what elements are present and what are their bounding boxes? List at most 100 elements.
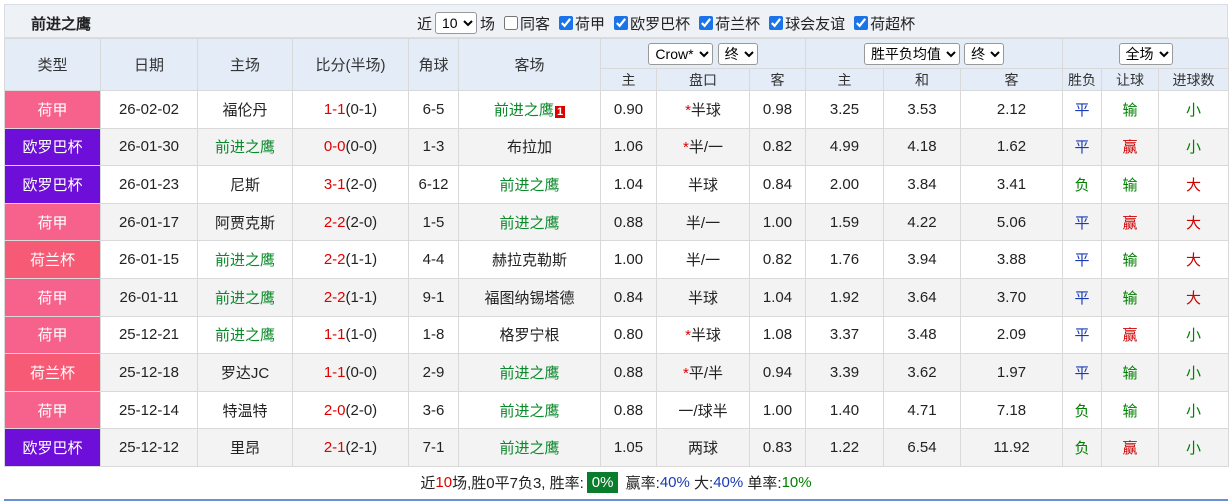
handicap-line: 平/半	[688, 364, 723, 382]
handicap-result: 输	[1101, 277, 1160, 317]
odds-away: 0.82	[748, 240, 807, 279]
competition: 荷兰杯	[4, 240, 101, 279]
date: 26-02-02	[100, 90, 198, 129]
scope-select[interactable]: 全场	[1118, 42, 1173, 65]
handicap-line: 两球	[687, 440, 718, 458]
subcolumn-header: 客	[960, 68, 1064, 91]
handicap: 两球	[656, 428, 750, 467]
competition: 荷甲	[4, 277, 101, 317]
count-select[interactable]: 10	[435, 12, 478, 34]
odds-home: 0.88	[600, 390, 657, 430]
filter-label: 荷甲	[575, 15, 606, 33]
odds-away: 0.83	[748, 428, 807, 467]
score: 2-1(2-1)	[292, 428, 409, 467]
filter-checkbox[interactable]	[769, 16, 784, 30]
match-row: 荷甲 26-02-02 福伦丹 1-1(0-1) 6-5 前进之鹰 1 0.90 *半球 0.98…	[4, 90, 1230, 129]
handicap: *平/半	[656, 353, 750, 392]
average-select[interactable]: 胜平负均值	[863, 42, 960, 65]
avg-draw: 3.48	[883, 315, 962, 355]
avg-win: 1.76	[805, 240, 885, 279]
goals-result: 大	[1158, 202, 1230, 242]
score: 3-1(2-0)	[292, 165, 409, 204]
half-score: (2-0)	[345, 401, 378, 419]
filter-option: 同客	[498, 13, 550, 34]
result: 负	[1062, 428, 1103, 467]
goals-result: 小	[1158, 390, 1230, 430]
team-name: 布拉加	[506, 139, 552, 157]
stage-select[interactable]: 终	[964, 42, 1005, 65]
avg-draw: 6.54	[883, 428, 962, 467]
odds-away: 1.08	[748, 315, 807, 355]
odds-away: 1.00	[748, 202, 807, 242]
handicap: *半球	[656, 315, 750, 355]
corners: 1-5	[408, 202, 459, 242]
filter-checkbox[interactable]	[614, 16, 629, 30]
odds-home: 0.88	[600, 353, 657, 392]
away-team: 前进之鹰 1	[458, 90, 601, 129]
filter-option: 荷甲	[553, 13, 605, 34]
avg-win: 1.92	[805, 277, 885, 317]
competition: 荷甲	[4, 90, 101, 129]
company-select[interactable]: Crow*	[648, 42, 714, 65]
filter-checkbox[interactable]	[699, 16, 714, 30]
match-row: 荷甲 25-12-21 前进之鹰 1-1(1-0) 1-8 格罗宁根 0.80 *半球 1.08…	[4, 315, 1230, 355]
avg-win: 1.59	[805, 202, 885, 242]
handicap-line: 半/一	[685, 214, 721, 232]
handicap-result: 输	[1101, 240, 1160, 279]
team-name: 前进之鹰	[499, 440, 560, 458]
goals-result: 小	[1158, 90, 1230, 129]
competition: 欧罗巴杯	[4, 127, 101, 167]
date: 25-12-12	[100, 428, 198, 467]
handicap-flag: *	[682, 139, 689, 157]
full-score: 3-1	[323, 175, 346, 193]
handicap: *半球	[656, 90, 750, 129]
half-score: (1-0)	[345, 326, 378, 344]
half-score: (0-0)	[345, 363, 378, 381]
date: 26-01-11	[100, 277, 198, 317]
competition: 欧罗巴杯	[4, 428, 101, 467]
half-score: (2-1)	[345, 439, 378, 457]
filter-checkbox[interactable]	[854, 16, 869, 30]
column-header: 类型	[4, 38, 101, 91]
odds-away: 1.04	[748, 277, 807, 317]
stage-select[interactable]: 终	[717, 42, 758, 65]
competition: 荷甲	[4, 390, 101, 430]
goals-result: 大	[1158, 240, 1230, 279]
competition: 荷兰杯	[4, 353, 101, 392]
subcolumn-header: 胜负	[1062, 68, 1103, 91]
away-team: 前进之鹰	[458, 353, 601, 392]
home-team: 特温特	[197, 390, 293, 430]
summary-part: 大:	[689, 474, 714, 492]
column-header: 比分(半场)	[292, 38, 409, 91]
match-row: 荷兰杯 26-01-15 前进之鹰 2-2(1-1) 4-4 赫拉克勒斯 1.00 半/一 0.…	[4, 240, 1230, 279]
team-name: 前进之鹰	[499, 214, 560, 232]
away-team: 前进之鹰	[458, 165, 601, 204]
result: 负	[1062, 165, 1103, 204]
subcolumn-header: 主	[805, 68, 885, 91]
filter-label: 欧罗巴杯	[630, 15, 691, 33]
avg-draw: 3.53	[883, 90, 962, 129]
half-score: (0-1)	[345, 100, 378, 118]
filter-checkbox[interactable]	[504, 16, 519, 30]
full-score: 2-0	[323, 401, 346, 419]
avg-win: 1.40	[805, 390, 885, 430]
odds-away: 1.00	[748, 390, 807, 430]
summary-part: 10	[435, 473, 453, 491]
avg-lose: 3.41	[960, 165, 1064, 204]
avg-lose: 3.88	[960, 240, 1064, 279]
odds-home: 0.80	[600, 315, 657, 355]
home-team: 前进之鹰	[197, 315, 293, 355]
date: 26-01-23	[100, 165, 198, 204]
count-suffix: 场	[480, 15, 496, 33]
date: 25-12-18	[100, 353, 198, 392]
full-score: 1-1	[323, 363, 346, 381]
goals-result: 小	[1158, 127, 1230, 167]
avg-lose: 5.06	[960, 202, 1064, 242]
score: 2-0(2-0)	[292, 390, 409, 430]
filter-checkbox[interactable]	[559, 16, 574, 30]
result: 平	[1062, 127, 1103, 167]
home-team: 前进之鹰	[197, 127, 293, 167]
away-team: 格罗宁根	[458, 315, 601, 355]
column-header: 客场	[458, 38, 601, 91]
